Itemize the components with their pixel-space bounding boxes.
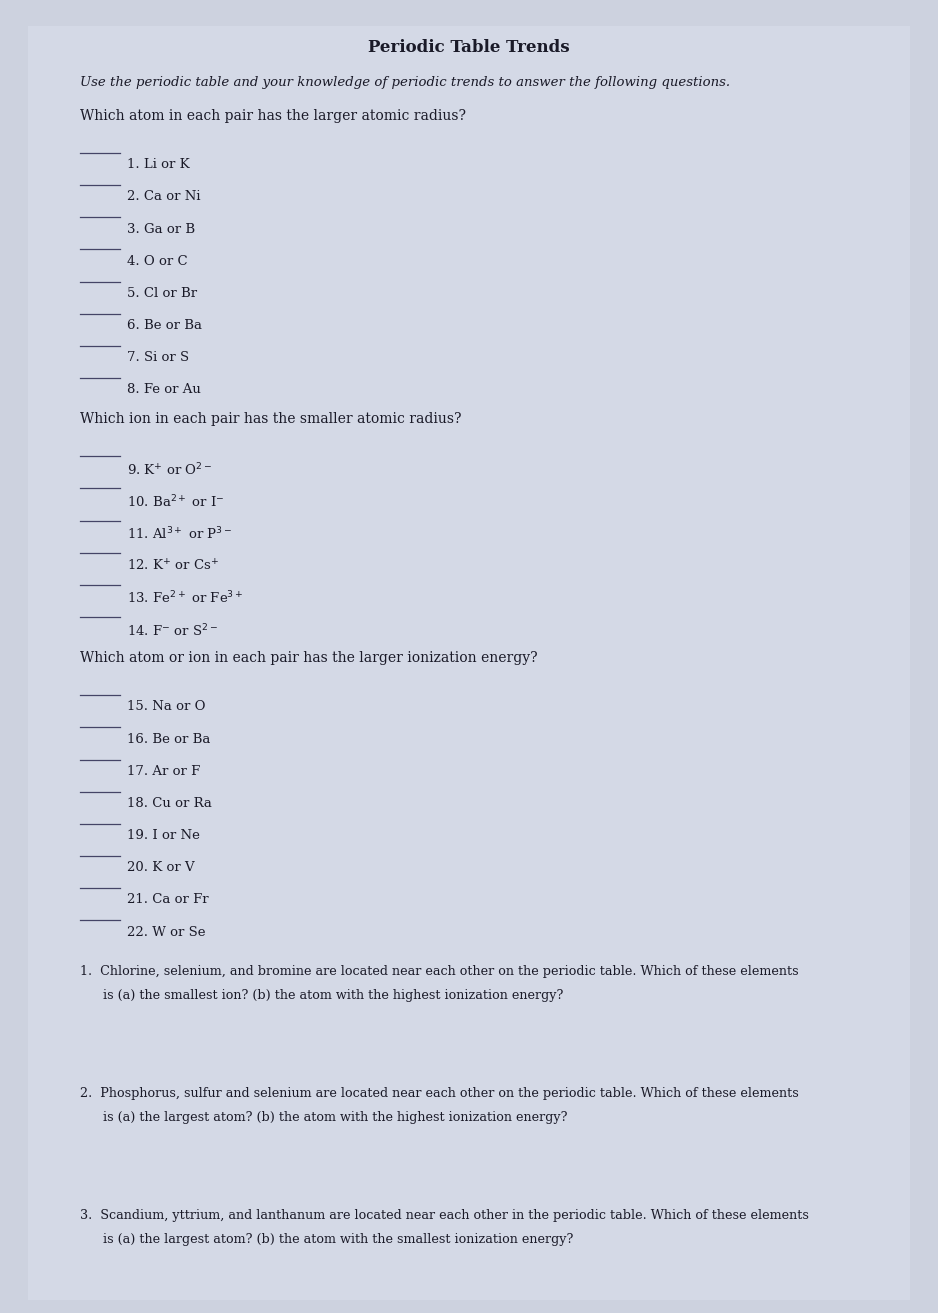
Text: 1.  Chlorine, selenium, and bromine are located near each other on the periodic : 1. Chlorine, selenium, and bromine are l… bbox=[80, 965, 798, 978]
Text: 8. Fe or Au: 8. Fe or Au bbox=[127, 383, 201, 397]
Text: Periodic Table Trends: Periodic Table Trends bbox=[369, 39, 569, 56]
Text: 19. I or Ne: 19. I or Ne bbox=[127, 829, 200, 842]
Text: 3. Ga or B: 3. Ga or B bbox=[127, 222, 195, 235]
Text: 9. K$^{+}$ or O$^{2-}$: 9. K$^{+}$ or O$^{2-}$ bbox=[127, 461, 212, 478]
Text: is (a) the largest atom? (b) the atom with the highest ionization energy?: is (a) the largest atom? (b) the atom wi… bbox=[103, 1111, 567, 1124]
Text: 20. K or V: 20. K or V bbox=[127, 861, 194, 874]
Text: 22. W or Se: 22. W or Se bbox=[127, 926, 205, 939]
Text: 11. Al$^{3+}$ or P$^{3-}$: 11. Al$^{3+}$ or P$^{3-}$ bbox=[127, 525, 232, 542]
Text: Use the periodic table and your knowledge of periodic trends to answer the follo: Use the periodic table and your knowledg… bbox=[80, 76, 730, 89]
Text: 7. Si or S: 7. Si or S bbox=[127, 351, 189, 364]
Text: 16. Be or Ba: 16. Be or Ba bbox=[127, 733, 210, 746]
Text: 5. Cl or Br: 5. Cl or Br bbox=[127, 286, 197, 299]
Text: 12. K$^{+}$ or Cs$^{+}$: 12. K$^{+}$ or Cs$^{+}$ bbox=[127, 558, 219, 574]
Text: 2. Ca or Ni: 2. Ca or Ni bbox=[127, 190, 200, 204]
Text: 4. O or C: 4. O or C bbox=[127, 255, 188, 268]
Text: is (a) the smallest ion? (b) the atom with the highest ionization energy?: is (a) the smallest ion? (b) the atom wi… bbox=[103, 989, 564, 1002]
Text: 2.  Phosphorus, sulfur and selenium are located near each other on the periodic : 2. Phosphorus, sulfur and selenium are l… bbox=[80, 1087, 798, 1100]
Text: 15. Na or O: 15. Na or O bbox=[127, 700, 205, 713]
Text: 13. Fe$^{2+}$ or Fe$^{3+}$: 13. Fe$^{2+}$ or Fe$^{3+}$ bbox=[127, 590, 243, 607]
Text: 6. Be or Ba: 6. Be or Ba bbox=[127, 319, 202, 332]
Text: is (a) the largest atom? (b) the atom with the smallest ionization energy?: is (a) the largest atom? (b) the atom wi… bbox=[103, 1233, 573, 1246]
Text: 21. Ca or Fr: 21. Ca or Fr bbox=[127, 893, 208, 906]
Text: Which ion in each pair has the smaller atomic radius?: Which ion in each pair has the smaller a… bbox=[80, 412, 461, 427]
Text: 1. Li or K: 1. Li or K bbox=[127, 158, 189, 171]
Text: 14. F$^{-}$ or S$^{2-}$: 14. F$^{-}$ or S$^{2-}$ bbox=[127, 622, 218, 639]
Text: 18. Cu or Ra: 18. Cu or Ra bbox=[127, 797, 211, 810]
Text: Which atom or ion in each pair has the larger ionization energy?: Which atom or ion in each pair has the l… bbox=[80, 651, 537, 666]
Text: 10. Ba$^{2+}$ or I$^{-}$: 10. Ba$^{2+}$ or I$^{-}$ bbox=[127, 494, 224, 511]
Text: 17. Ar or F: 17. Ar or F bbox=[127, 764, 200, 777]
FancyBboxPatch shape bbox=[28, 26, 910, 1300]
Text: Which atom in each pair has the larger atomic radius?: Which atom in each pair has the larger a… bbox=[80, 109, 466, 123]
Text: 3.  Scandium, yttrium, and lanthanum are located near each other in the periodic: 3. Scandium, yttrium, and lanthanum are … bbox=[80, 1209, 809, 1222]
